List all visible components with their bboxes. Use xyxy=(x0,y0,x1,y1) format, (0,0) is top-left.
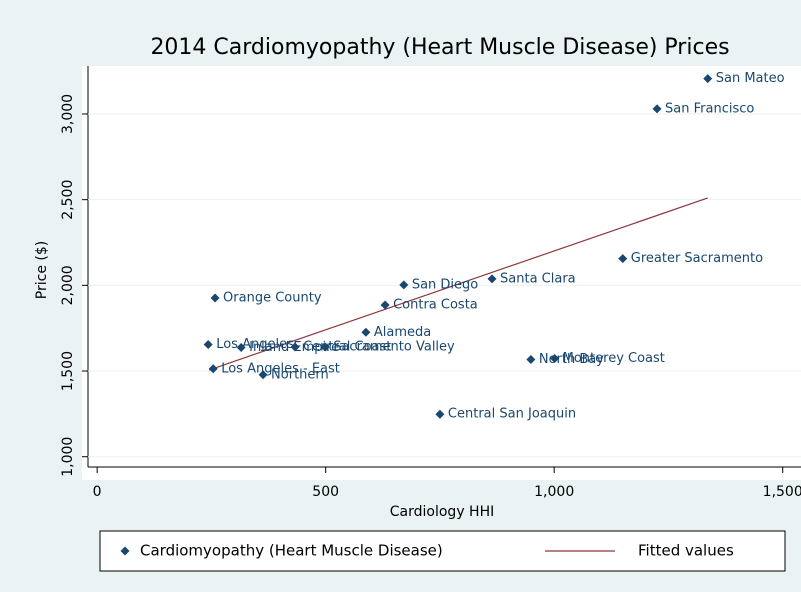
point xyxy=(320,342,330,352)
point-label: San Diego xyxy=(412,277,478,292)
legend-marker xyxy=(120,546,130,556)
chart-title: 2014 Cardiomyopathy (Heart Muscle Diseas… xyxy=(150,35,729,60)
point xyxy=(618,254,628,264)
point-label: Contra Costa xyxy=(393,298,478,313)
point-label: Greater Sacramento xyxy=(631,251,763,266)
point xyxy=(399,280,409,290)
x-tick-label: 500 xyxy=(312,484,339,500)
legend xyxy=(99,530,786,572)
point xyxy=(208,364,218,374)
point-label: Central San Joaquin xyxy=(448,407,576,422)
point-label: San Mateo xyxy=(716,71,785,86)
point-label: Northern xyxy=(271,367,329,382)
x-tick-label: 0 xyxy=(93,484,102,500)
point-label: Santa Clara xyxy=(500,271,576,286)
point-label: Monterey Coast xyxy=(563,351,665,366)
y-tick-label: 2,000 xyxy=(60,265,76,305)
y-tick-label: 1,000 xyxy=(60,437,76,477)
point-label: Orange County xyxy=(223,291,322,306)
fitted-line xyxy=(208,197,708,371)
point xyxy=(652,104,662,114)
x-tick-label: 1,500 xyxy=(763,484,801,500)
point-label: Los Angeles xyxy=(216,337,294,352)
point-label: Sacramento Valley xyxy=(333,340,455,355)
y-axis-label: Price ($) xyxy=(34,241,50,299)
point xyxy=(526,355,536,365)
y-tick-label: 3,000 xyxy=(60,94,76,134)
point xyxy=(290,342,300,352)
x-axis-label: Cardiology HHI xyxy=(390,504,494,520)
point-label: San Francisco xyxy=(665,101,754,116)
point xyxy=(380,300,390,310)
point xyxy=(435,409,445,419)
point xyxy=(210,293,220,303)
y-tick-label: 2,500 xyxy=(60,180,76,220)
legend-label: Cardiomyopathy (Heart Muscle Disease) xyxy=(140,542,443,560)
point-label: Los Angeles - East xyxy=(221,361,340,376)
legend-label: Fitted values xyxy=(638,542,734,560)
x-tick-label: 1,000 xyxy=(534,484,574,500)
point xyxy=(703,74,713,84)
point xyxy=(487,274,497,284)
point xyxy=(361,327,371,337)
point-label: Alameda xyxy=(374,325,431,340)
point xyxy=(203,339,213,349)
point xyxy=(236,343,246,353)
plot-area xyxy=(82,66,801,480)
point xyxy=(550,354,560,364)
point xyxy=(258,370,268,380)
y-tick-label: 1,500 xyxy=(60,351,76,391)
